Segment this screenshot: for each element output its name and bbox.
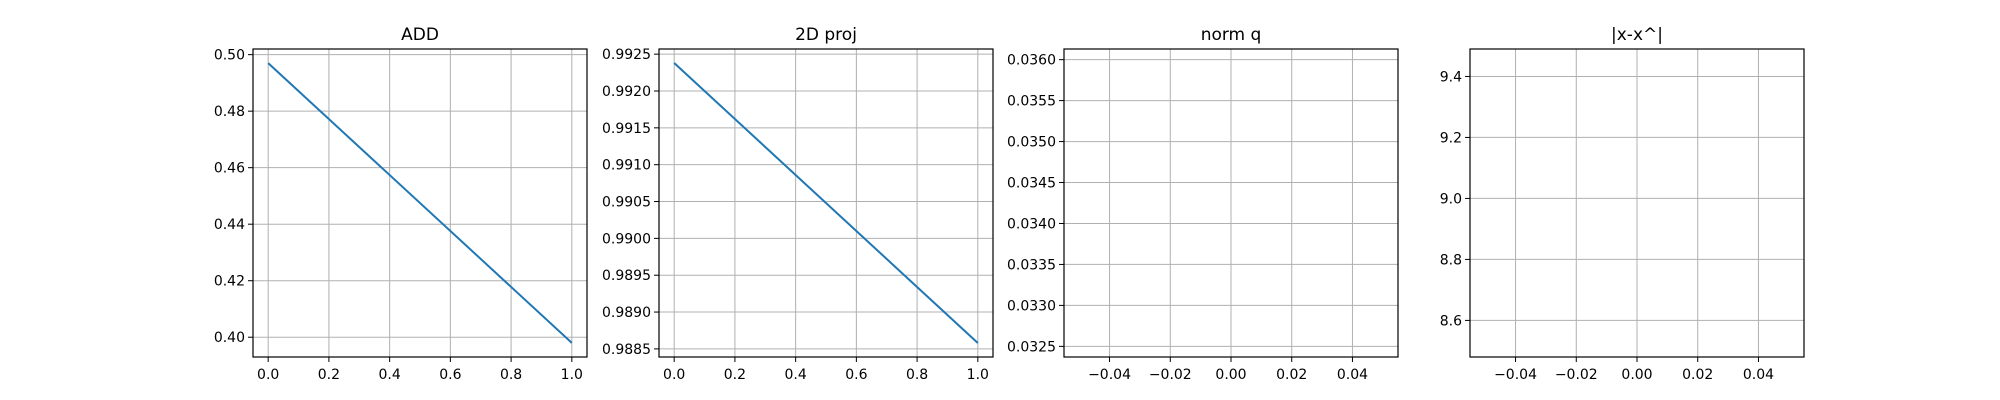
y-tick-label: 0.0335 xyxy=(1007,257,1056,273)
y-tick-label: 0.0345 xyxy=(1007,176,1056,192)
y-tick-label: 0.9900 xyxy=(602,231,651,247)
axes-frame xyxy=(252,48,588,358)
x-tick-label: 0.4 xyxy=(785,367,807,383)
y-tick-label: 0.9895 xyxy=(602,268,651,284)
y-tick-label: 0.9910 xyxy=(602,158,651,174)
axes-frame xyxy=(1063,48,1399,358)
subplot-title: |x-x^| xyxy=(1611,25,1663,45)
y-tick-label: 0.0355 xyxy=(1007,94,1056,110)
x-tick-label: 0.04 xyxy=(1337,367,1368,383)
subplot-2d-proj: 2D proj 0.0 0.2 0.4 0.6 0.8 1.0 0.9885 0.9890 0.… xyxy=(602,25,994,383)
y-tick-label: 0.9885 xyxy=(602,342,651,358)
axes-frame xyxy=(1469,48,1805,358)
subplot-title: 2D proj xyxy=(795,25,857,45)
y-tick-label: 0.0330 xyxy=(1007,298,1056,314)
x-tick-label: 0.0 xyxy=(257,367,279,383)
y-tick-label: 0.44 xyxy=(214,217,245,233)
y-tick-label: 0.9920 xyxy=(602,84,651,100)
x-tick-label: −0.02 xyxy=(1149,367,1192,383)
series-line xyxy=(673,62,979,344)
y-tick-label: 0.0325 xyxy=(1007,339,1056,355)
y-tick-label: 0.40 xyxy=(214,330,245,346)
x-tick-label: 0.02 xyxy=(1276,367,1307,383)
subplot-title: ADD xyxy=(401,25,439,45)
x-tick-label: 1.0 xyxy=(967,367,989,383)
x-tick-label: 0.8 xyxy=(500,367,522,383)
x-tick-label: 0.04 xyxy=(1743,367,1774,383)
x-tick-label: 0.0 xyxy=(663,367,685,383)
y-tick-label: 0.9915 xyxy=(602,121,651,137)
x-tick-label: −0.02 xyxy=(1555,367,1598,383)
y-tick-label: 0.42 xyxy=(214,274,245,290)
x-tick-label: 0.00 xyxy=(1621,367,1652,383)
x-tick-label: 0.6 xyxy=(439,367,461,383)
x-tick-label: 0.4 xyxy=(379,367,401,383)
subplot-title: norm q xyxy=(1201,25,1262,45)
x-tick-label: −0.04 xyxy=(1494,367,1537,383)
y-tick-label: 0.0360 xyxy=(1007,53,1056,69)
x-tick-label: 0.00 xyxy=(1215,367,1246,383)
series-line xyxy=(267,62,573,344)
axes-frame xyxy=(658,48,994,358)
y-tick-label: 9.2 xyxy=(1440,130,1462,146)
y-tick-label: 0.9905 xyxy=(602,195,651,211)
x-tick-label: −0.04 xyxy=(1088,367,1131,383)
y-tick-label: 9.4 xyxy=(1440,69,1462,85)
y-tick-label: 8.8 xyxy=(1440,252,1462,268)
subplot-add: ADD 0.0 0.2 0.4 0.6 0.8 1.0 0.40 0.42 0.44 0.46 0.… xyxy=(214,25,588,383)
y-tick-label: 0.50 xyxy=(214,48,245,64)
x-tick-label: 0.02 xyxy=(1682,367,1713,383)
x-tick-label: 0.8 xyxy=(906,367,928,383)
subplot-x-error: |x-x^| −0.04 −0.02 0.00 0.02 0.04 8.6 8.8 9.0 9.… xyxy=(1440,25,1805,383)
y-tick-label: 0.48 xyxy=(214,104,245,120)
x-tick-label: 0.6 xyxy=(845,367,867,383)
subplot-norm-q: norm q −0.04 −0.02 0.00 0.02 0.04 0.0325 0.033… xyxy=(1007,25,1399,383)
x-tick-label: 0.2 xyxy=(318,367,340,383)
y-tick-label: 0.9890 xyxy=(602,305,651,321)
y-tick-label: 9.0 xyxy=(1440,191,1462,207)
y-tick-label: 0.46 xyxy=(214,161,245,177)
y-tick-label: 0.0350 xyxy=(1007,135,1056,151)
x-tick-label: 1.0 xyxy=(561,367,583,383)
y-tick-label: 8.6 xyxy=(1440,313,1462,329)
y-tick-label: 0.0340 xyxy=(1007,216,1056,232)
y-tick-label: 0.9925 xyxy=(602,47,651,63)
x-tick-label: 0.2 xyxy=(724,367,746,383)
